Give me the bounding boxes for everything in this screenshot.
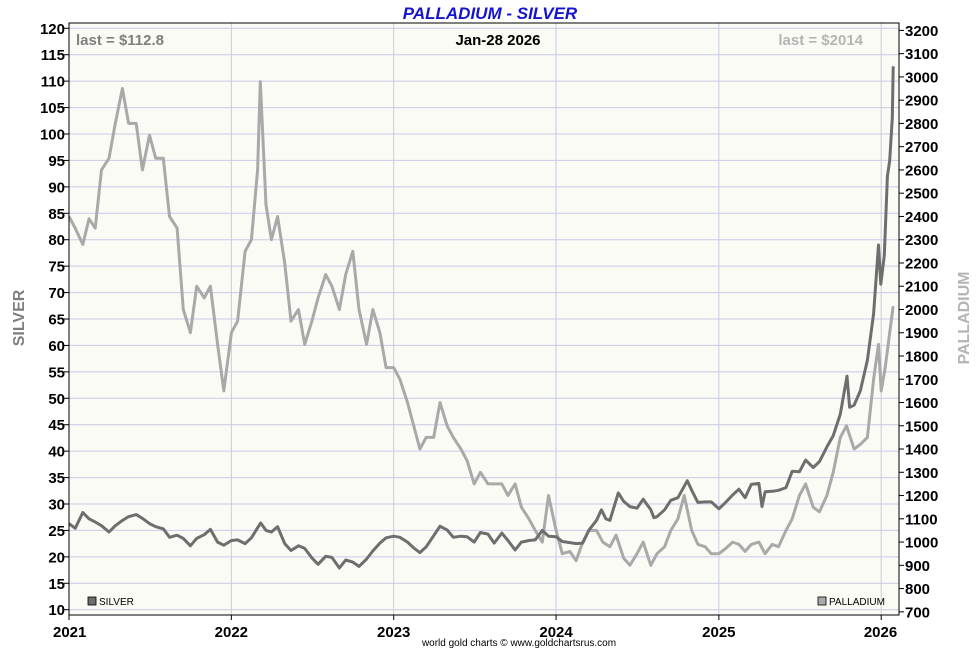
right-tick-label: 2400 (905, 209, 938, 226)
left-tick-label: 50 (48, 391, 65, 408)
x-tick-label: 2026 (864, 624, 897, 641)
left-tick-label: 65 (48, 312, 65, 329)
series-lines (67, 66, 895, 570)
right-tick-label: 1900 (905, 325, 938, 342)
left-tick-label: 120 (40, 21, 65, 38)
right-tick-label: 2300 (905, 232, 938, 249)
legend-palladium: PALLADIUM (817, 596, 885, 608)
left-tick-label: 55 (48, 364, 65, 381)
right-tick-label: 1600 (905, 395, 938, 412)
left-tick-label: 110 (41, 74, 65, 91)
left-tick-label: 85 (48, 206, 65, 223)
right-tick-label: 1200 (905, 488, 938, 505)
right-tick-label: 1500 (905, 418, 938, 435)
grid (68, 23, 899, 615)
legend-palladium-swatch (817, 596, 827, 606)
left-tick-label: 15 (48, 576, 65, 593)
left-tick-label: 45 (48, 417, 65, 434)
right-tick-label: 1400 (905, 442, 938, 459)
right-tick-label: 1300 (905, 465, 938, 482)
legend-silver-swatch (87, 596, 97, 606)
left-tick-label: 35 (48, 470, 65, 487)
left-tick-label: 30 (48, 497, 65, 514)
x-axis-ticks: 2021 2022 2023 2024 2025 2026 (53, 615, 897, 641)
right-tick-label: 1100 (905, 511, 938, 528)
left-tick-label: 100 (40, 127, 65, 144)
palladium-last-annotation: last = $2014 (778, 32, 863, 49)
left-tick-label: 70 (48, 285, 65, 302)
series-line-palladium (67, 80, 895, 567)
left-tick-label: 40 (48, 444, 65, 461)
right-tick-label: 3200 (905, 23, 938, 40)
left-tick-label: 115 (41, 47, 65, 64)
legend-silver: SILVER (87, 596, 134, 608)
legend-silver-label: SILVER (99, 597, 134, 608)
x-tick-label: 2025 (702, 624, 735, 641)
left-tick-label: 75 (48, 259, 65, 276)
right-tick-label: 2500 (905, 186, 938, 203)
left-axis-label: SILVER (11, 289, 28, 346)
left-tick-label: 90 (48, 179, 65, 196)
right-tick-label: 2200 (905, 255, 938, 272)
right-tick-label: 2700 (905, 139, 938, 156)
right-tick-label: 3100 (905, 46, 938, 63)
right-tick-label: 2900 (905, 93, 938, 110)
left-tick-label: 60 (48, 338, 65, 355)
right-tick-label: 1700 (905, 372, 938, 389)
right-tick-label: 2000 (905, 302, 938, 319)
right-tick-label: 2800 (905, 116, 938, 133)
right-tick-label: 2600 (905, 162, 938, 179)
right-tick-label: 3000 (905, 69, 938, 86)
x-tick-label: 2021 (53, 624, 86, 641)
left-tick-label: 80 (48, 232, 65, 249)
left-tick-label: 25 (48, 523, 65, 540)
silver-last-annotation: last = $112.8 (76, 32, 164, 49)
right-tick-label: 900 (905, 558, 930, 575)
date-label: Jan-28 2026 (455, 32, 540, 49)
x-tick-label: 2023 (377, 624, 410, 641)
right-tick-label: 800 (905, 581, 930, 598)
left-tick-label: 95 (48, 153, 65, 170)
left-tick-label: 10 (48, 602, 65, 619)
x-tick-label: 2022 (215, 624, 248, 641)
right-tick-label: 1800 (905, 348, 938, 365)
right-axis-ticks: 700 800 900 1000 1100 1200 1300 1400 1500 1600 170… (899, 23, 938, 621)
left-tick-label: 105 (40, 100, 65, 117)
series-line-silver (68, 66, 895, 570)
right-tick-label: 700 (905, 604, 930, 621)
right-tick-label: 1000 (905, 535, 938, 552)
credit-text: world gold charts © www.goldchartsrus.co… (421, 638, 616, 649)
left-tick-label: 20 (48, 549, 65, 566)
x-tick-label: 2024 (539, 624, 573, 641)
legend-palladium-label: PALLADIUM (829, 597, 885, 608)
right-axis-label: PALLADIUM (956, 271, 973, 364)
left-axis-ticks: 10 15 20 25 30 35 40 45 50 55 60 65 70 75 80 85 90 95 100 1… (40, 21, 69, 619)
chart-title: PALLADIUM - SILVER (403, 4, 578, 23)
right-tick-label: 2100 (905, 279, 938, 296)
